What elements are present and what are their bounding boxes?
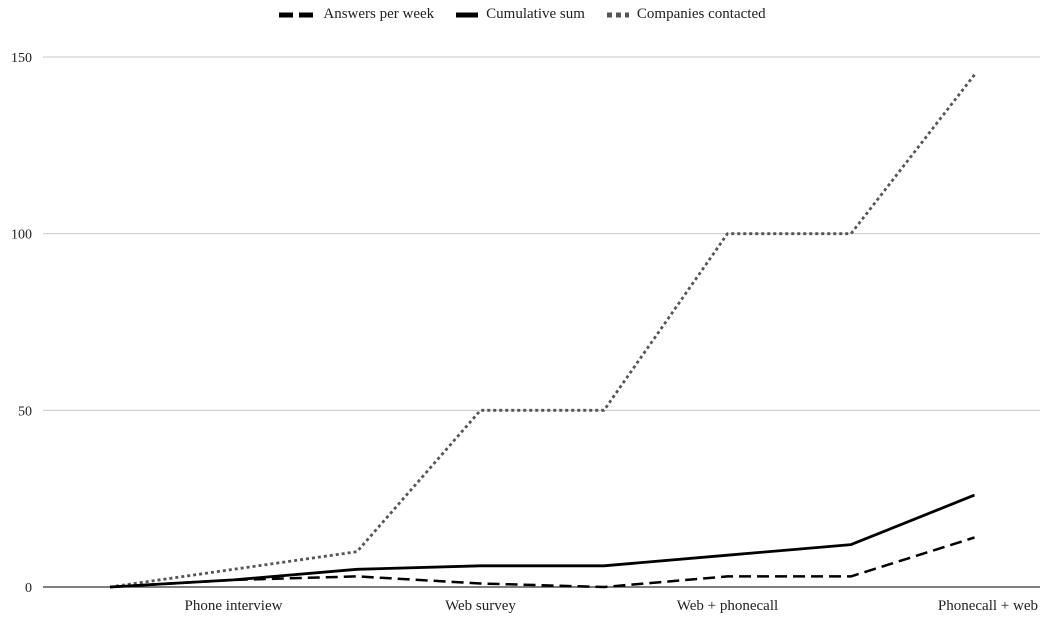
y-tick-label: 150 — [11, 51, 32, 66]
legend-item-answers: Answers per week — [279, 6, 434, 23]
legend-swatch-dashed — [279, 12, 316, 17]
legend-swatch-dotted — [606, 12, 629, 17]
legend-label: Cumulative sum — [486, 6, 585, 22]
legend-item-cumulative: Cumulative sum — [456, 6, 585, 23]
legend-label: Companies contacted — [636, 6, 766, 22]
legend-item-companies: Companies contacted — [606, 6, 766, 23]
legend-label: Answers per week — [323, 6, 435, 22]
legend-swatch-solid — [456, 12, 479, 17]
legend: Answers per week Cumulative sum Companie… — [0, 6, 1045, 23]
y-tick-label: 50 — [18, 404, 32, 419]
x-tick-label: Web survey — [445, 598, 516, 614]
y-tick-label: 100 — [11, 228, 32, 243]
x-tick-label: Web + phonecall — [677, 598, 778, 614]
x-tick-label: Phone interview — [185, 598, 283, 614]
series-line-answers-per-week — [109, 536, 975, 589]
y-tick-label: 0 — [25, 581, 32, 596]
x-tick-label: Phonecall + web — [938, 598, 1038, 614]
series-line-companies-contacted — [109, 73, 976, 589]
series-line-cumulative-sum — [109, 493, 976, 589]
